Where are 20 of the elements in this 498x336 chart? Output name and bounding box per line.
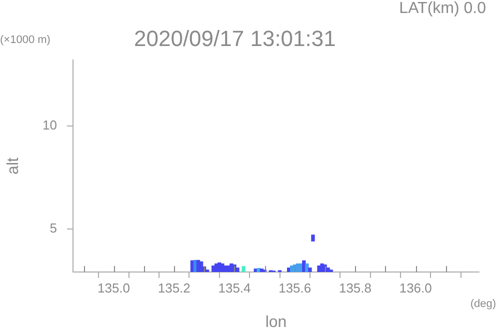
bar <box>308 268 312 272</box>
x-axis-title: lon <box>265 314 287 331</box>
x-tick-label: 135.2 <box>158 280 190 296</box>
text: (deg) <box>470 298 496 310</box>
y-axis-title: alt <box>5 157 22 174</box>
x-tick-label: 136.0 <box>399 280 432 296</box>
bar <box>305 263 309 272</box>
x-tick-label: 135.4 <box>218 280 251 296</box>
bar <box>236 268 240 272</box>
bar <box>311 234 315 242</box>
x-tick-label: 135.8 <box>338 280 372 296</box>
x-tick-label: 135.0 <box>97 280 130 296</box>
chart-title: 2020/09/17 13:01:31 <box>134 26 336 52</box>
x-tick-label: 135.6 <box>278 280 312 296</box>
bar <box>242 266 246 272</box>
y-tick-label: 5 <box>50 220 57 236</box>
text: (×1000 m) <box>0 34 50 46</box>
chart-subtitle: LAT(km) 0.0 <box>399 0 486 18</box>
y-tick-label: 10 <box>42 117 57 132</box>
bar <box>326 268 330 272</box>
